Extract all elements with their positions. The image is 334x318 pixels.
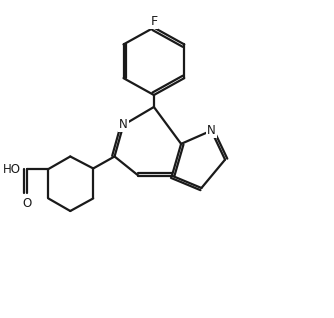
Text: N: N [119, 119, 128, 131]
Text: O: O [22, 197, 31, 210]
Text: N: N [207, 124, 216, 137]
Text: HO: HO [3, 162, 21, 176]
Text: F: F [150, 15, 157, 28]
